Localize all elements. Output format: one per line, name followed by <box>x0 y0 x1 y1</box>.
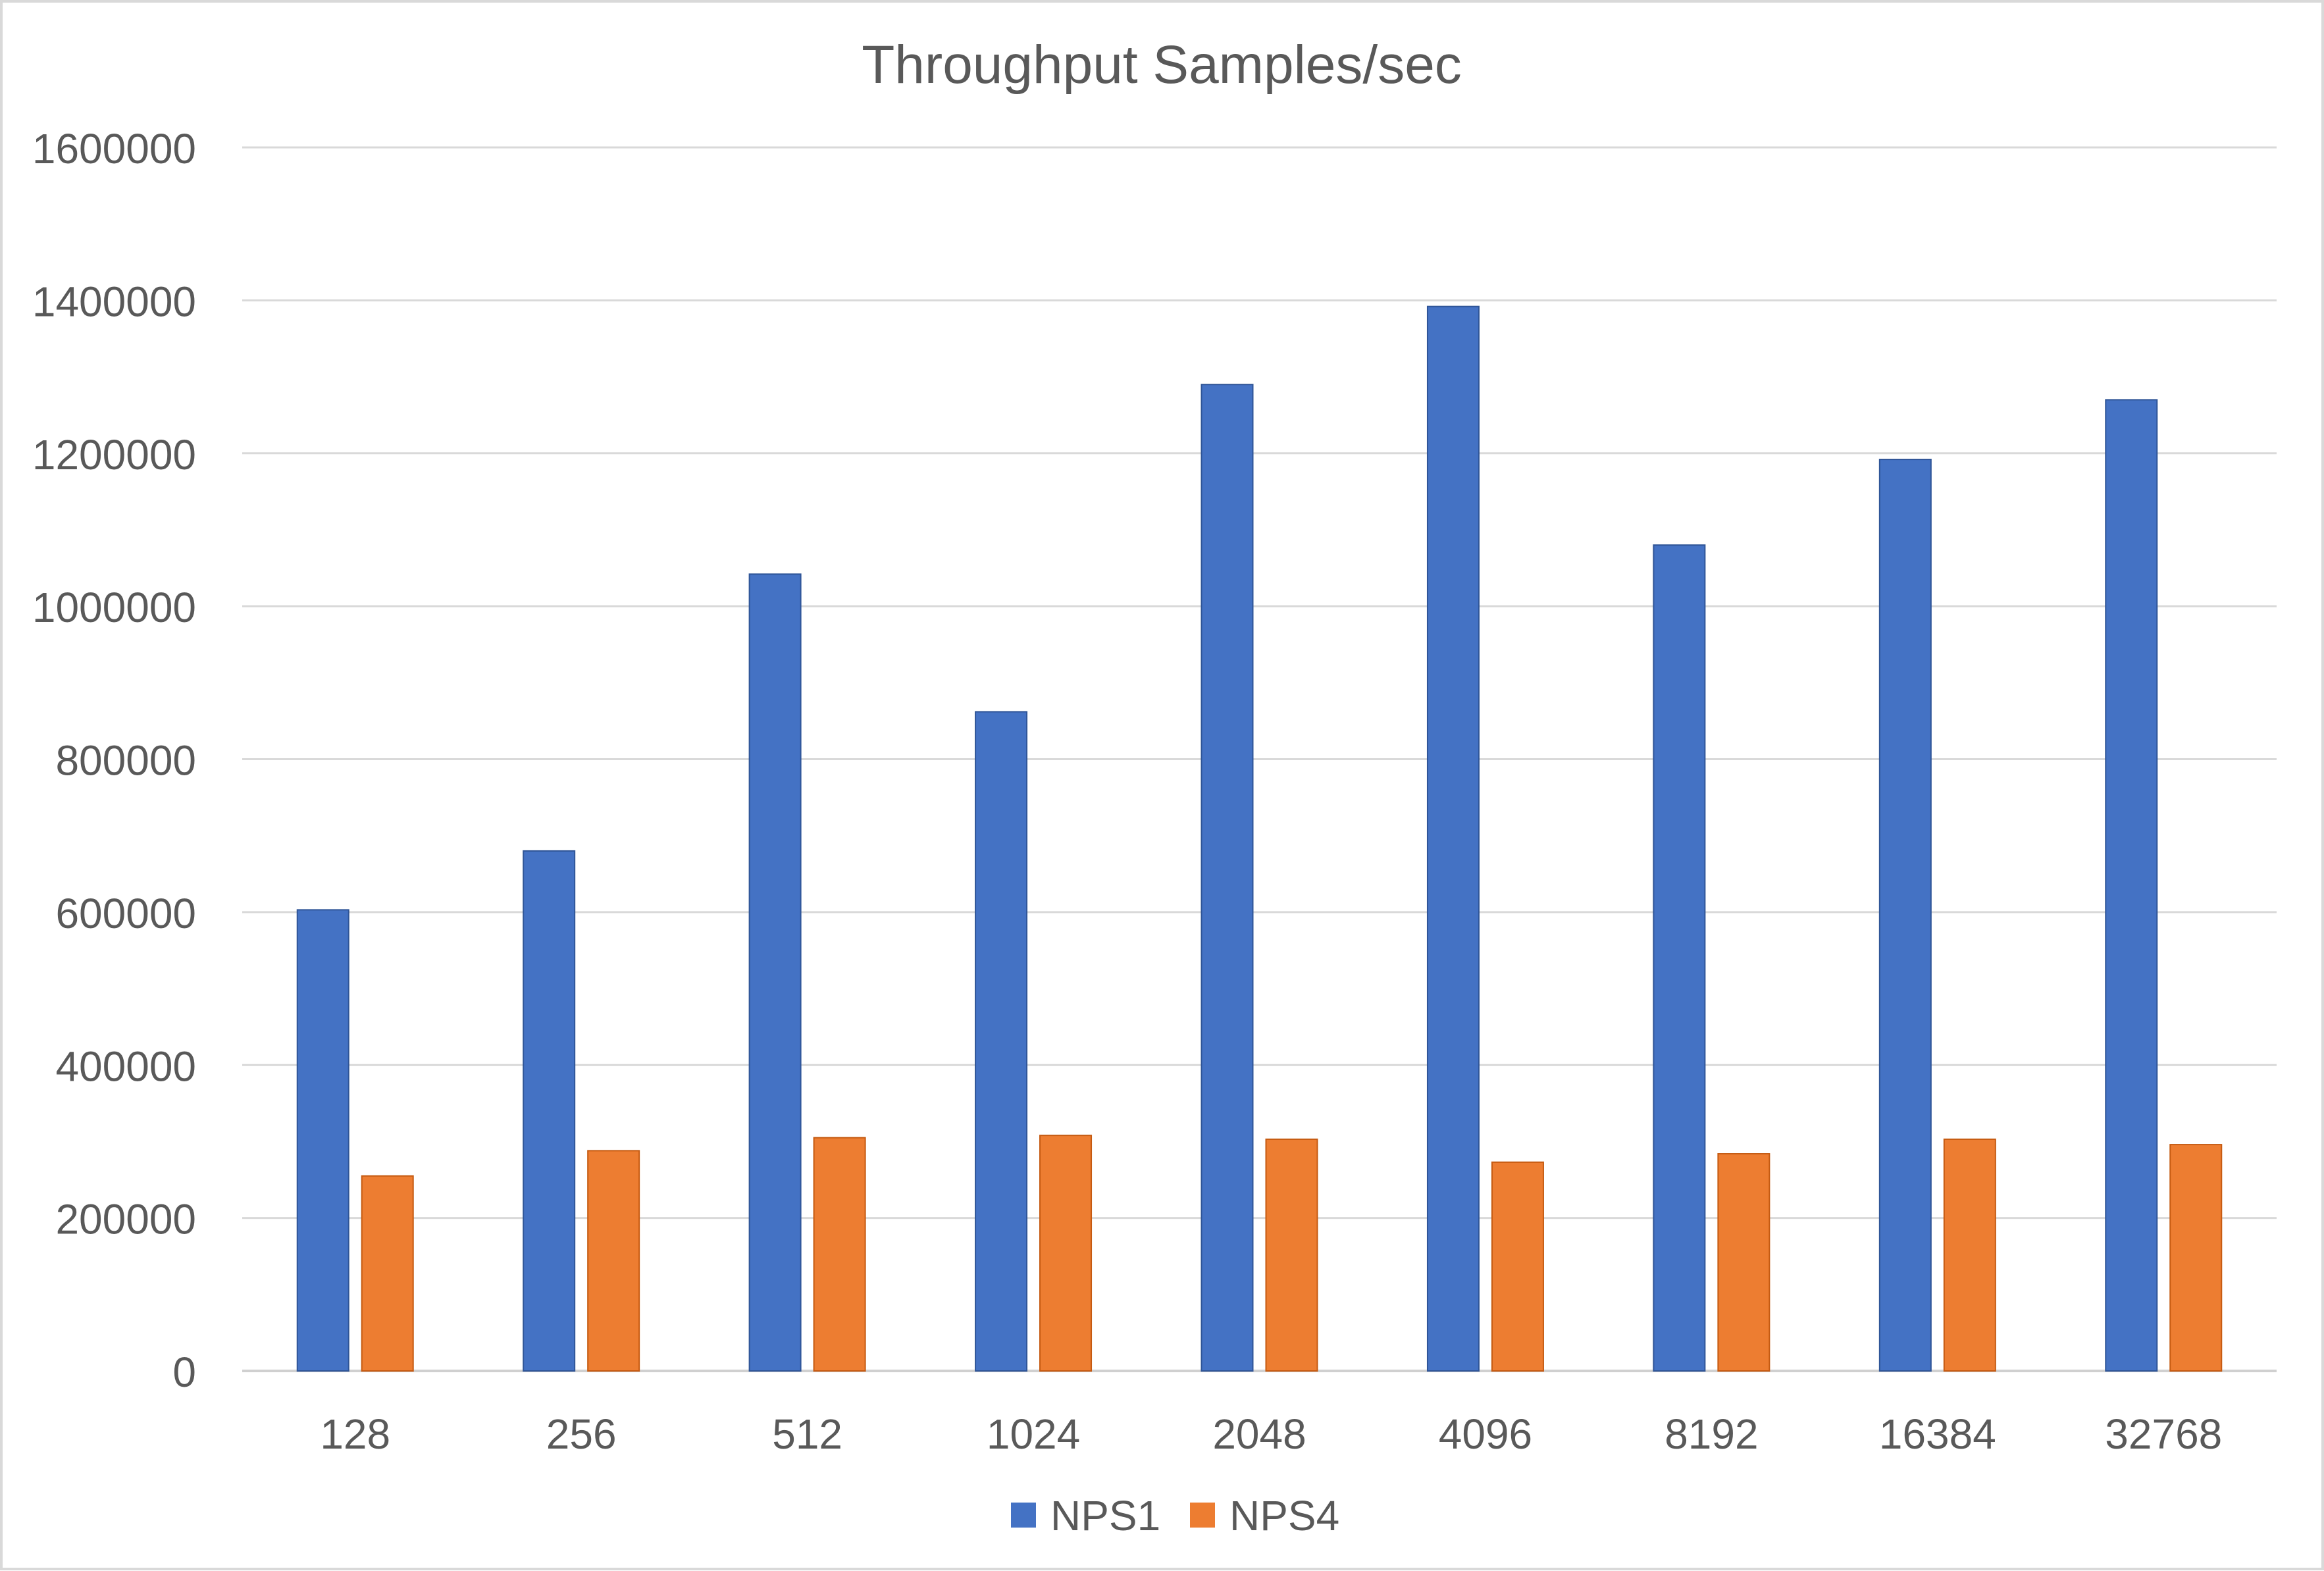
y-tick-label: 1000000 <box>32 584 196 631</box>
bar-nps4-2048 <box>1265 1138 1318 1372</box>
bar-nps4-256 <box>587 1150 640 1372</box>
bar-nps4-1024 <box>1039 1135 1093 1372</box>
legend-label-nps1: NPS1 <box>1050 1492 1160 1539</box>
legend: NPS1 NPS4 <box>1011 1492 1339 1539</box>
bar-nps4-128 <box>361 1175 414 1372</box>
bar-nps1-16384 <box>1878 459 1932 1372</box>
bar-nps1-128 <box>296 909 349 1372</box>
x-tick-label: 128 <box>320 1410 390 1458</box>
chart-title: Throughput Samples/sec <box>862 35 1462 95</box>
x-tick-label: 1024 <box>987 1410 1080 1458</box>
y-tick-label: 800000 <box>55 737 196 785</box>
x-tick-label: 16384 <box>1879 1410 1996 1458</box>
bars <box>296 305 2223 1372</box>
bar-nps1-512 <box>748 573 802 1372</box>
legend-swatch-nps4 <box>1190 1503 1215 1528</box>
bar-nps1-8192 <box>1653 544 1706 1372</box>
bar-nps1-4096 <box>1426 305 1480 1372</box>
bar-nps4-4096 <box>1491 1161 1544 1372</box>
legend-label-nps4: NPS4 <box>1229 1492 1339 1539</box>
y-tick-label: 200000 <box>55 1196 196 1243</box>
x-axis-tick-labels: 128 256 512 1024 2048 4096 8192 16384 32768 <box>320 1410 2222 1458</box>
x-tick-label: 4096 <box>1439 1410 1532 1458</box>
x-tick-label: 8192 <box>1665 1410 1758 1458</box>
y-tick-label: 1600000 <box>32 125 196 172</box>
x-tick-label: 256 <box>546 1410 617 1458</box>
bar-nps4-8192 <box>1717 1153 1770 1372</box>
x-tick-label: 512 <box>772 1410 842 1458</box>
y-axis-tick-labels: 0 200000 400000 600000 800000 1000000 1200000 1… <box>32 125 196 1396</box>
bar-chart: Throughput Samples/sec 0 200000 400000 6000… <box>32 35 2277 1539</box>
y-tick-label: 1400000 <box>32 278 196 325</box>
legend-swatch-nps1 <box>1011 1503 1036 1528</box>
bar-nps1-32768 <box>2105 399 2158 1372</box>
bar-nps1-1024 <box>975 711 1028 1372</box>
y-tick-label: 600000 <box>55 890 196 937</box>
y-tick-label: 1200000 <box>32 431 196 478</box>
gridlines <box>242 146 2277 1372</box>
bar-nps1-2048 <box>1201 384 1254 1372</box>
bar-nps4-32768 <box>2169 1144 2223 1372</box>
x-tick-label: 2048 <box>1212 1410 1306 1458</box>
bar-nps4-16384 <box>1943 1138 1996 1372</box>
x-tick-label: 32768 <box>2105 1410 2222 1458</box>
bar-nps1-256 <box>523 850 576 1372</box>
y-tick-label: 0 <box>172 1349 196 1396</box>
bar-nps4-512 <box>813 1137 866 1372</box>
y-tick-label: 400000 <box>55 1043 196 1090</box>
